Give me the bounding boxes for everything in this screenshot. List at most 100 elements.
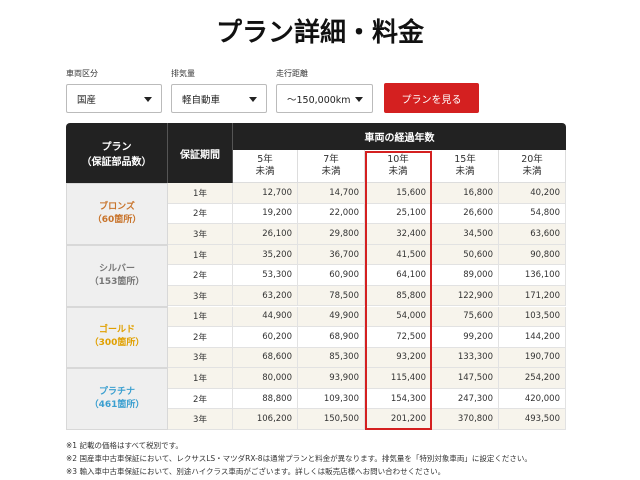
select[interactable]: 軽自動車 (171, 84, 267, 113)
plan-count: （153箇所） (89, 276, 145, 287)
price-cell: 50,600 (432, 244, 499, 266)
price-cell: 60,200 (233, 327, 298, 348)
price-cell: 53,300 (233, 265, 298, 286)
plan-name: シルバー (98, 263, 135, 274)
price-cell: 93,900 (298, 368, 365, 389)
period-cell: 3年 (168, 347, 233, 369)
plan-name-cell: シルバー （153箇所） (66, 244, 168, 307)
price-cell: 80,000 (233, 368, 298, 389)
column-header-text: 未満 (522, 166, 542, 177)
price-cell: 26,600 (432, 203, 499, 225)
column-header-text: 5年 (257, 154, 273, 165)
price-cell: 420,000 (499, 388, 566, 410)
plan-header-text: プラン (101, 142, 132, 153)
footnote: ※3 輸入車中古車保証において、別途ハイクラス車両がございます。詳しくは販売店様… (66, 467, 446, 476)
years-header: 車両の経過年数 (233, 123, 566, 150)
footnote: ※1 記載の価格はすべて税別です。 (66, 441, 183, 450)
price-cell: 144,200 (499, 327, 566, 348)
select[interactable]: ～150,000km (276, 84, 373, 113)
plan-name-cell: ゴールド （300箇所） (66, 306, 168, 369)
price-cell: 85,300 (298, 347, 365, 369)
price-cell: 115,400 (365, 368, 432, 389)
price-cell: 15,600 (365, 183, 432, 204)
period-cell: 1年 (168, 306, 233, 328)
price-cell: 136,100 (499, 265, 566, 286)
plan-name: ゴールド (98, 325, 135, 336)
page-title: プラン詳細・料金 (215, 17, 424, 48)
column-header-text: 10年 (387, 154, 409, 165)
select-arrow (144, 97, 152, 102)
period-header: 保証期間 (168, 123, 233, 183)
price-cell: 63,600 (499, 224, 566, 245)
price-cell: 78,500 (298, 285, 365, 307)
price-cell: 154,300 (365, 388, 432, 410)
period-cell: 1年 (168, 368, 233, 389)
plan-name: プラチナ (98, 387, 135, 398)
price-cell: 41,500 (365, 244, 432, 266)
period-cell: 2年 (168, 265, 233, 286)
plan-count: （60箇所） (92, 214, 142, 225)
price-cell: 19,200 (233, 203, 298, 225)
price-cell: 247,300 (432, 388, 499, 410)
search-button[interactable]: プランを見る (384, 83, 479, 113)
price-cell: 25,100 (365, 203, 432, 225)
price-cell: 103,500 (499, 306, 566, 328)
price-cell: 75,600 (432, 306, 499, 328)
period-cell: 1年 (168, 183, 233, 204)
period-cell: 2年 (168, 388, 233, 410)
price-cell: 370,800 (432, 409, 499, 430)
column-header-text: 未満 (321, 166, 341, 177)
period-cell: 3年 (168, 285, 233, 307)
plan-header-text: （保証部品数） (81, 157, 152, 168)
price-cell: 90,800 (499, 244, 566, 266)
price-cell: 85,800 (365, 285, 432, 307)
price-cell: 147,500 (432, 368, 499, 389)
price-cell: 60,900 (298, 265, 365, 286)
price-cell: 49,900 (298, 306, 365, 328)
select-value: 国産 (77, 94, 97, 106)
price-cell: 54,000 (365, 306, 432, 328)
column-header-text: 15年 (454, 154, 476, 165)
period-cell: 1年 (168, 244, 233, 266)
price-cell: 54,800 (499, 203, 566, 225)
column-header-text: 未満 (455, 166, 475, 177)
price-cell: 34,500 (432, 224, 499, 245)
select-value: ～150,000km (287, 94, 351, 106)
period-cell: 3年 (168, 409, 233, 430)
footnote: ※2 国産車中古車保証において、レクサスLS・マツダRX-8は通常プランと料金が… (66, 454, 532, 463)
price-cell: 26,100 (233, 224, 298, 245)
price-cell: 16,800 (432, 183, 499, 204)
select-value: 軽自動車 (182, 94, 221, 106)
price-cell: 171,200 (499, 285, 566, 307)
price-cell: 35,200 (233, 244, 298, 266)
price-cell: 254,200 (499, 368, 566, 389)
filter-label: 車両区分 (66, 69, 98, 78)
period-cell: 2年 (168, 203, 233, 225)
price-cell: 99,200 (432, 327, 499, 348)
price-cell: 122,900 (432, 285, 499, 307)
column-header-text: 未満 (255, 166, 275, 177)
price-cell: 12,700 (233, 183, 298, 204)
price-cell: 68,900 (298, 327, 365, 348)
price-cell: 89,000 (432, 265, 499, 286)
price-cell: 133,300 (432, 347, 499, 369)
period-cell: 2年 (168, 327, 233, 348)
price-cell: 93,200 (365, 347, 432, 369)
column-header: 20年 未満 (499, 150, 566, 183)
filter-label: 走行距離 (276, 69, 308, 78)
price-cell: 22,000 (298, 203, 365, 225)
price-cell: 72,500 (365, 327, 432, 348)
price-cell: 109,300 (298, 388, 365, 410)
price-cell: 68,600 (233, 347, 298, 369)
price-cell: 106,200 (233, 409, 298, 430)
column-header-text: 20年 (521, 154, 543, 165)
select[interactable]: 国産 (66, 84, 162, 113)
price-cell: 36,700 (298, 244, 365, 266)
price-cell: 63,200 (233, 285, 298, 307)
price-cell: 64,100 (365, 265, 432, 286)
filter-label: 排気量 (171, 69, 195, 78)
price-cell: 190,700 (499, 347, 566, 369)
price-cell: 88,800 (233, 388, 298, 410)
column-header: 5年 未満 (233, 150, 298, 183)
